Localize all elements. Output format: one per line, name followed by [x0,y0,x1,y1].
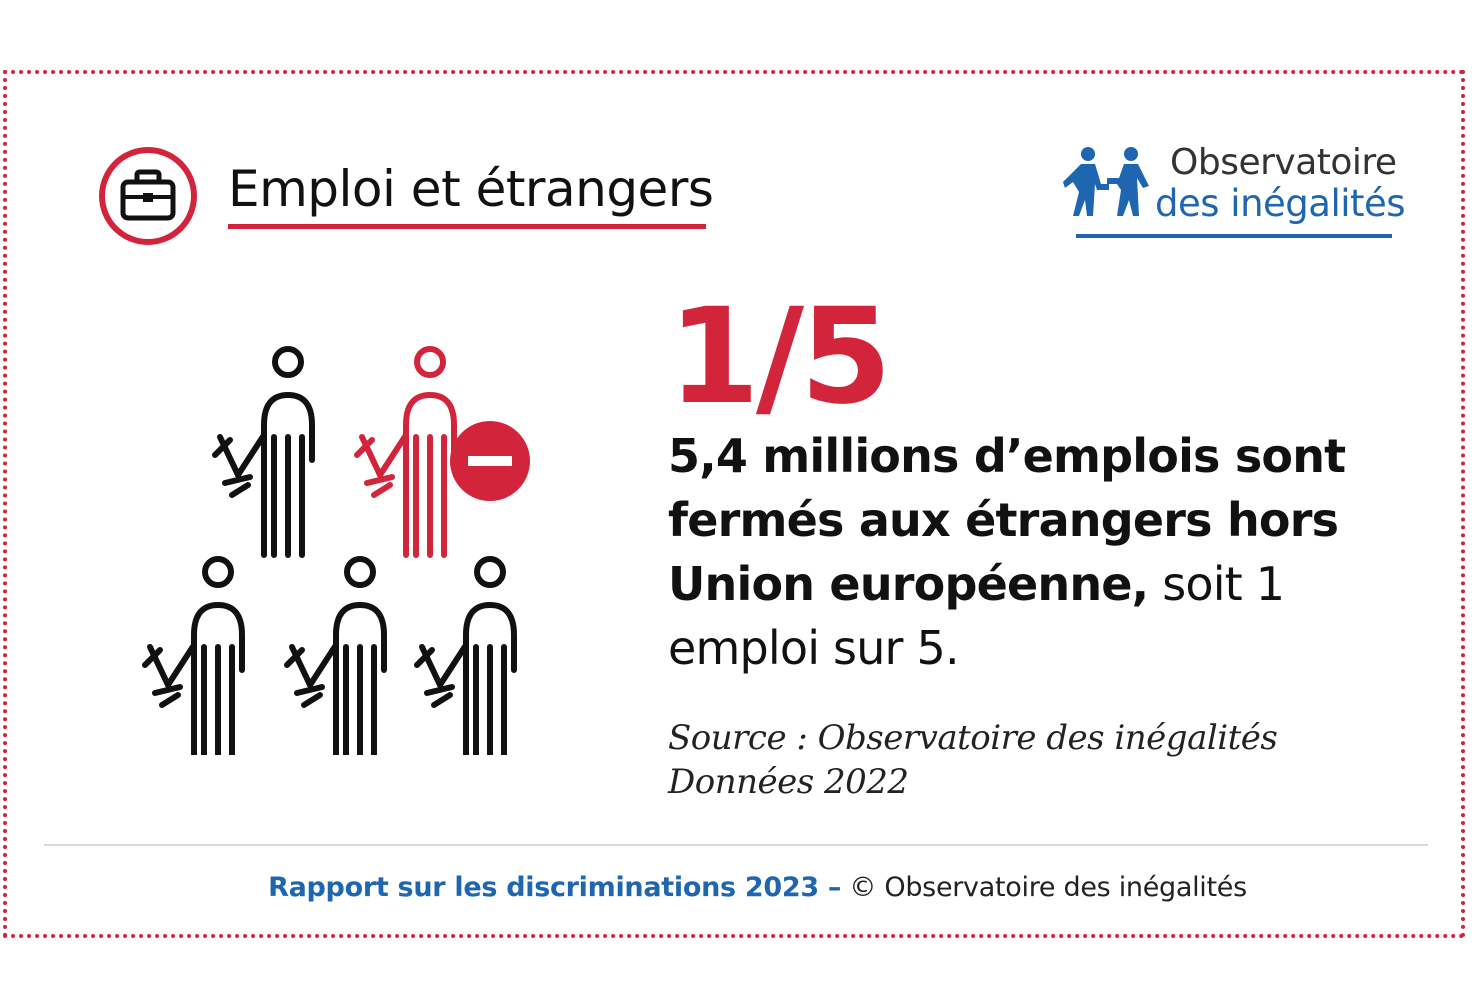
workers-illustration [130,335,530,755]
worker-icon [215,349,312,555]
page-title: Emploi et étrangers [228,160,714,218]
worker-icon [417,559,514,755]
logo-text-line2: des inégalités [1155,182,1406,225]
big-statistic: 1/5 [668,280,892,434]
statistic-bold-text: 5,4 millions d’emplois sont fermés aux é… [668,429,1346,611]
footer-report-title: Rapport sur les discriminations 2023 – [268,872,842,903]
source-note: Source : Observatoire des inégalités Don… [668,716,1368,804]
logo-underline [1076,234,1392,238]
source-line: Source : Observatoire des inégalités [668,718,1278,758]
two-people-icon [1063,147,1149,216]
footer-copyright: © Observatoire des inégalités [841,872,1247,903]
data-year-line: Données 2022 [668,762,909,802]
title-underline [228,224,706,229]
logo-text-line1: Observatoire [1170,142,1397,183]
no-entry-icon [450,421,530,501]
footer-separator [44,844,1428,846]
briefcase-icon [99,147,197,245]
footer: Rapport sur les discriminations 2023 – ©… [0,866,1472,910]
dotted-frame [3,70,1465,938]
statistic-description: 5,4 millions d’emplois sont fermés aux é… [668,424,1348,680]
worker-icon [287,559,384,755]
statistic-regular-text: soit 1 emploi sur 5. [668,557,1285,675]
worker-icon [145,559,242,755]
worker-excluded-icon [357,349,454,555]
